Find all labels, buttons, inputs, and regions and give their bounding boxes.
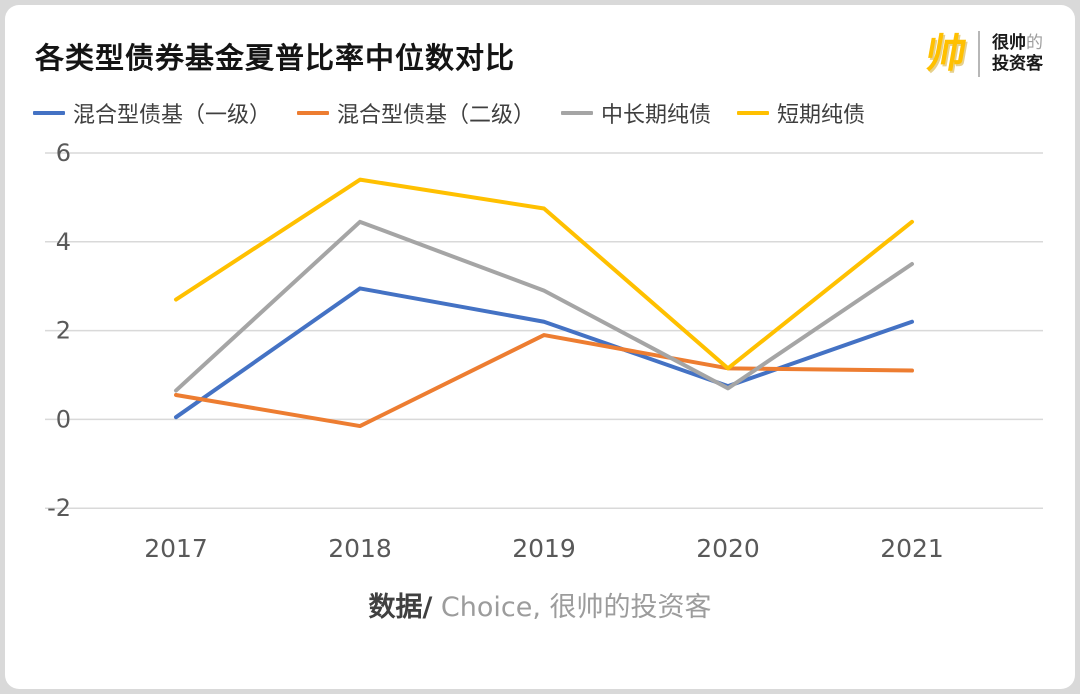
legend-item-3: 短期纯债 (737, 97, 865, 129)
chart-card: 各类型债券基金夏普比率中位数对比 帅 很帅的 投资客 混合型债基（一级） 混合型债… (5, 5, 1075, 689)
brand-name-line2: 投资客 (992, 54, 1043, 74)
series-line-1 (174, 333, 914, 429)
legend-swatch (297, 111, 330, 115)
y-axis-label: 4 (56, 228, 71, 256)
brand-name-light: 的 (1026, 32, 1043, 53)
y-axis-label: -2 (47, 494, 71, 522)
x-axis-label: 2018 (328, 534, 392, 563)
source-prefix: 数据/ (368, 592, 433, 623)
brand-name-line1: 很帅的 (992, 33, 1043, 54)
y-axis-label: 0 (56, 405, 71, 433)
y-axis-label: 6 (56, 139, 71, 167)
line-chart: 6 4 2 0 -2 2017 2018 2019 2020 2021 (45, 139, 1043, 563)
source-note: 数据/ Choice, 很帅的投资客 (31, 585, 1049, 624)
series-line-3 (174, 177, 914, 371)
legend-label: 混合型债基（二级） (337, 103, 536, 128)
brand-name-bold: 很帅 (992, 32, 1026, 53)
brand-name: 很帅的 投资客 (992, 33, 1043, 76)
chart-area: 6 4 2 0 -2 2017 2018 2019 2020 2021 (31, 135, 1049, 583)
legend-item-1: 混合型债基（二级） (297, 97, 535, 129)
x-axis-label: 2020 (696, 534, 760, 563)
header: 各类型债券基金夏普比率中位数对比 帅 很帅的 投资客 (31, 29, 1049, 77)
series-line-0 (174, 286, 914, 420)
legend-label: 短期纯债 (777, 103, 866, 128)
y-axis-label: 2 (56, 317, 71, 345)
logo-divider (978, 31, 980, 77)
legend-item-2: 中长期纯债 (561, 97, 711, 129)
series-line-2 (174, 219, 914, 393)
x-axis-label: 2019 (512, 534, 576, 563)
legend-swatch (737, 111, 770, 115)
x-axis-label: 2017 (144, 534, 208, 563)
legend-swatch (561, 111, 594, 115)
chart-legend: 混合型债基（一级） 混合型债基（二级） 中长期纯债 短期纯债 (33, 97, 1049, 129)
page-title: 各类型债券基金夏普比率中位数对比 (35, 41, 516, 75)
legend-item-0: 混合型债基（一级） (33, 97, 271, 129)
source-text: Choice, 很帅的投资客 (432, 592, 712, 623)
x-axis-label: 2021 (880, 534, 944, 563)
legend-swatch (33, 111, 65, 115)
brand-icon: 帅 (921, 31, 971, 77)
brand-logo: 帅 很帅的 投资客 (922, 31, 1043, 77)
legend-label: 中长期纯债 (601, 103, 712, 128)
legend-label: 混合型债基（一级） (73, 103, 272, 128)
